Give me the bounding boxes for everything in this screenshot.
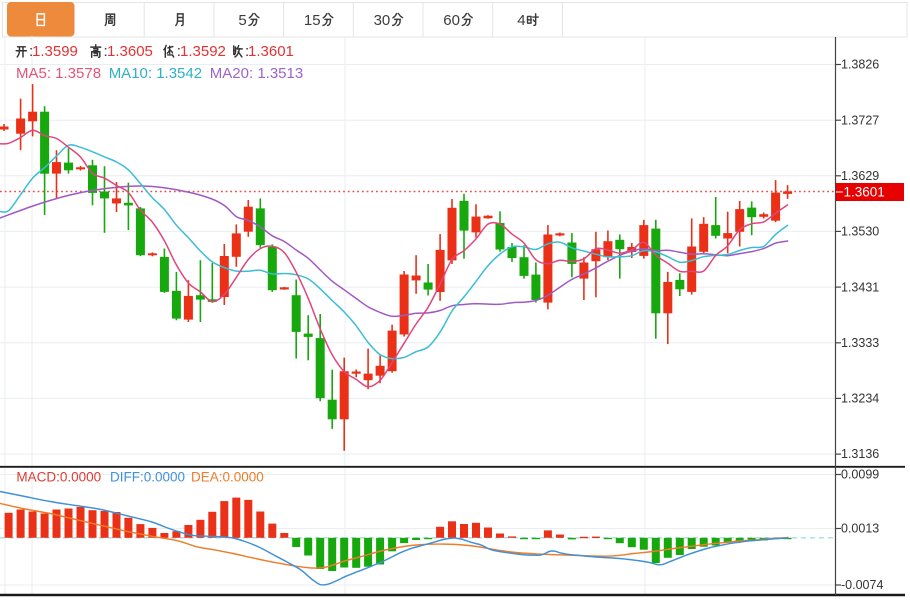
svg-text:1.3826: 1.3826 [841,58,879,72]
svg-text:1.3727: 1.3727 [841,113,879,127]
svg-text:MA5: 1.3578: MA5: 1.3578 [16,65,101,82]
svg-text:DEA:0.0000: DEA:0.0000 [191,470,264,485]
svg-text:0.0013: 0.0013 [841,522,879,536]
svg-text:1.3601: 1.3601 [248,43,294,60]
svg-text:DIFF:0.0000: DIFF:0.0000 [110,470,185,485]
svg-text:-0.0074: -0.0074 [841,578,883,592]
svg-text:0.0099: 0.0099 [841,468,879,482]
svg-text:MA20: 1.3513: MA20: 1.3513 [210,65,303,82]
svg-text::: : [177,43,181,60]
svg-text:1.3601: 1.3601 [844,185,885,200]
svg-text::: : [104,43,108,60]
svg-text:1.3234: 1.3234 [841,392,879,406]
svg-text::: : [29,43,33,60]
svg-text:60: 60 [443,12,460,29]
svg-text:30: 30 [374,12,391,29]
svg-text:4: 4 [517,12,525,29]
svg-text:MACD:0.0000: MACD:0.0000 [16,470,101,485]
svg-text:1.3605: 1.3605 [107,43,153,60]
svg-text:1.3431: 1.3431 [841,280,879,294]
svg-text:5: 5 [238,12,246,29]
svg-text:1.3629: 1.3629 [841,169,879,183]
svg-text:1.3530: 1.3530 [841,225,879,239]
svg-text:15: 15 [304,12,321,29]
svg-text:1.3333: 1.3333 [841,336,879,350]
svg-text:1.3599: 1.3599 [32,43,78,60]
svg-text:1.3136: 1.3136 [841,447,879,461]
svg-text:1.3592: 1.3592 [180,43,226,60]
svg-text:MA10: 1.3542: MA10: 1.3542 [109,65,202,82]
svg-text::: : [245,43,249,60]
